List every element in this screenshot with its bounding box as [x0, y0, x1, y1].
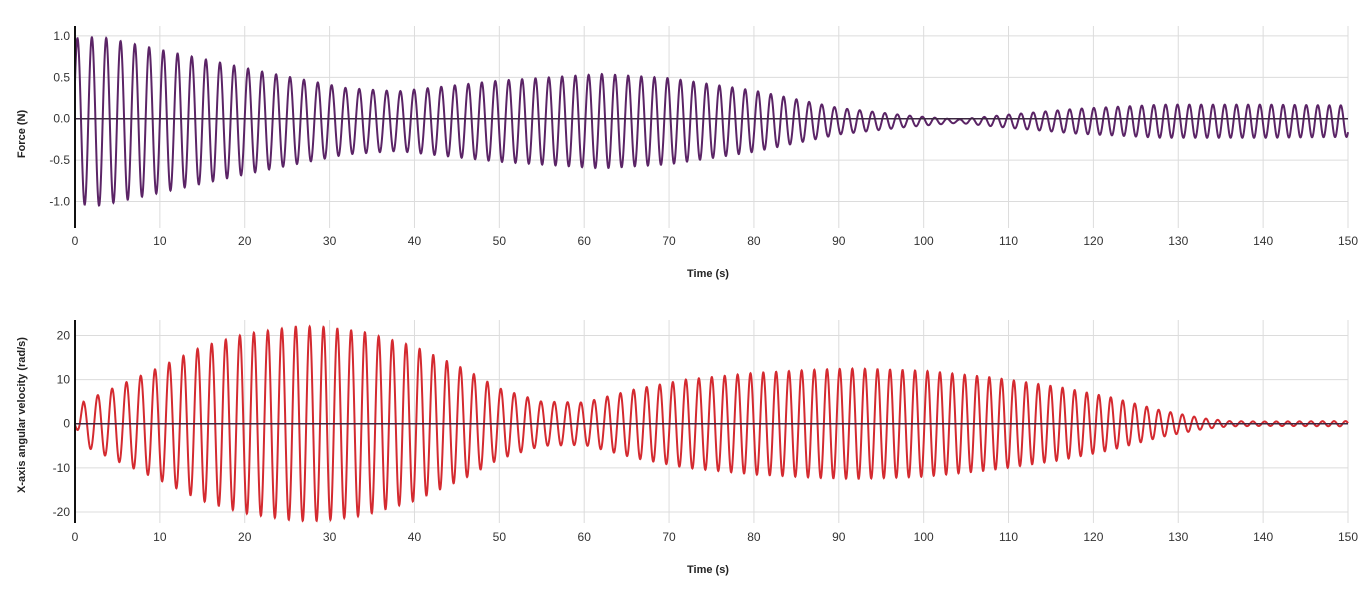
force-x-tick-40: 40	[408, 234, 422, 248]
velocity-x-tick-90: 90	[832, 530, 846, 544]
velocity-x-tick-40: 40	[408, 530, 422, 544]
velocity-x-tick-20: 20	[238, 530, 252, 544]
force-y-tick-0: 1.0	[53, 29, 70, 43]
velocity-y-tick-0: 20	[57, 328, 71, 342]
velocity-x-tick-80: 80	[747, 530, 761, 544]
velocity-y-axis-title: X-axis angular velocity (rad/s)	[16, 337, 28, 493]
force-x-tick-80: 80	[747, 234, 761, 248]
velocity-x-tick-130: 130	[1168, 530, 1188, 544]
force-x-tick-120: 120	[1083, 234, 1103, 248]
force-x-tick-20: 20	[238, 234, 252, 248]
force-x-tick-60: 60	[578, 234, 592, 248]
force-x-tick-0: 0	[72, 234, 79, 248]
velocity-y-tick-3: -10	[53, 461, 71, 475]
velocity-x-tick-70: 70	[662, 530, 676, 544]
force-x-tick-140: 140	[1253, 234, 1273, 248]
force-x-tick-10: 10	[153, 234, 167, 248]
force-x-tick-30: 30	[323, 234, 337, 248]
velocity-x-tick-50: 50	[493, 530, 507, 544]
velocity-y-tick-2: 0	[63, 417, 70, 431]
velocity-series-line	[74, 324, 1349, 523]
velocity-y-tick-1: 10	[57, 373, 71, 387]
force-x-tick-150: 150	[1338, 234, 1358, 248]
force-y-axis-title: Force (N)	[16, 110, 28, 159]
force-x-tick-130: 130	[1168, 234, 1188, 248]
force-y-tick-3: -0.5	[49, 153, 70, 167]
force-x-tick-100: 100	[914, 234, 934, 248]
velocity-x-tick-10: 10	[153, 530, 167, 544]
velocity-y-ticks: 20 10 0 -10 -20	[53, 328, 71, 519]
force-x-ticks: 0 10 20 30 40 50 60 70 80 90 100 110 120 130 140 150	[72, 234, 1359, 248]
velocity-x-ticks: 0 10 20 30 40 50 60 70 80 90 100 110 120 130 140 150	[72, 530, 1359, 544]
force-y-ticks: 1.0 0.5 0.0 -0.5 -1.0	[49, 29, 70, 209]
velocity-x-tick-30: 30	[323, 530, 337, 544]
velocity-x-tick-140: 140	[1253, 530, 1273, 544]
force-x-tick-70: 70	[662, 234, 676, 248]
velocity-x-tick-100: 100	[914, 530, 934, 544]
force-series-line	[74, 36, 1349, 207]
velocity-x-tick-150: 150	[1338, 530, 1358, 544]
force-x-axis-title: Time (s)	[687, 268, 729, 280]
force-y-tick-2: 0.0	[53, 112, 70, 126]
velocity-x-tick-120: 120	[1083, 530, 1103, 544]
force-chart: 1.0 0.5 0.0 -0.5 -1.0 0 10 20 30 40 50 60 70 80 90 100…	[16, 26, 1358, 280]
velocity-x-tick-0: 0	[72, 530, 79, 544]
velocity-x-tick-110: 110	[999, 530, 1018, 544]
velocity-y-tick-4: -20	[53, 505, 71, 519]
force-x-tick-110: 110	[999, 234, 1018, 248]
force-y-tick-4: -1.0	[49, 195, 70, 209]
force-y-tick-1: 0.5	[53, 70, 70, 84]
force-x-tick-90: 90	[832, 234, 846, 248]
velocity-x-axis-title: Time (s)	[687, 564, 729, 576]
force-x-tick-50: 50	[493, 234, 507, 248]
velocity-x-tick-60: 60	[578, 530, 592, 544]
